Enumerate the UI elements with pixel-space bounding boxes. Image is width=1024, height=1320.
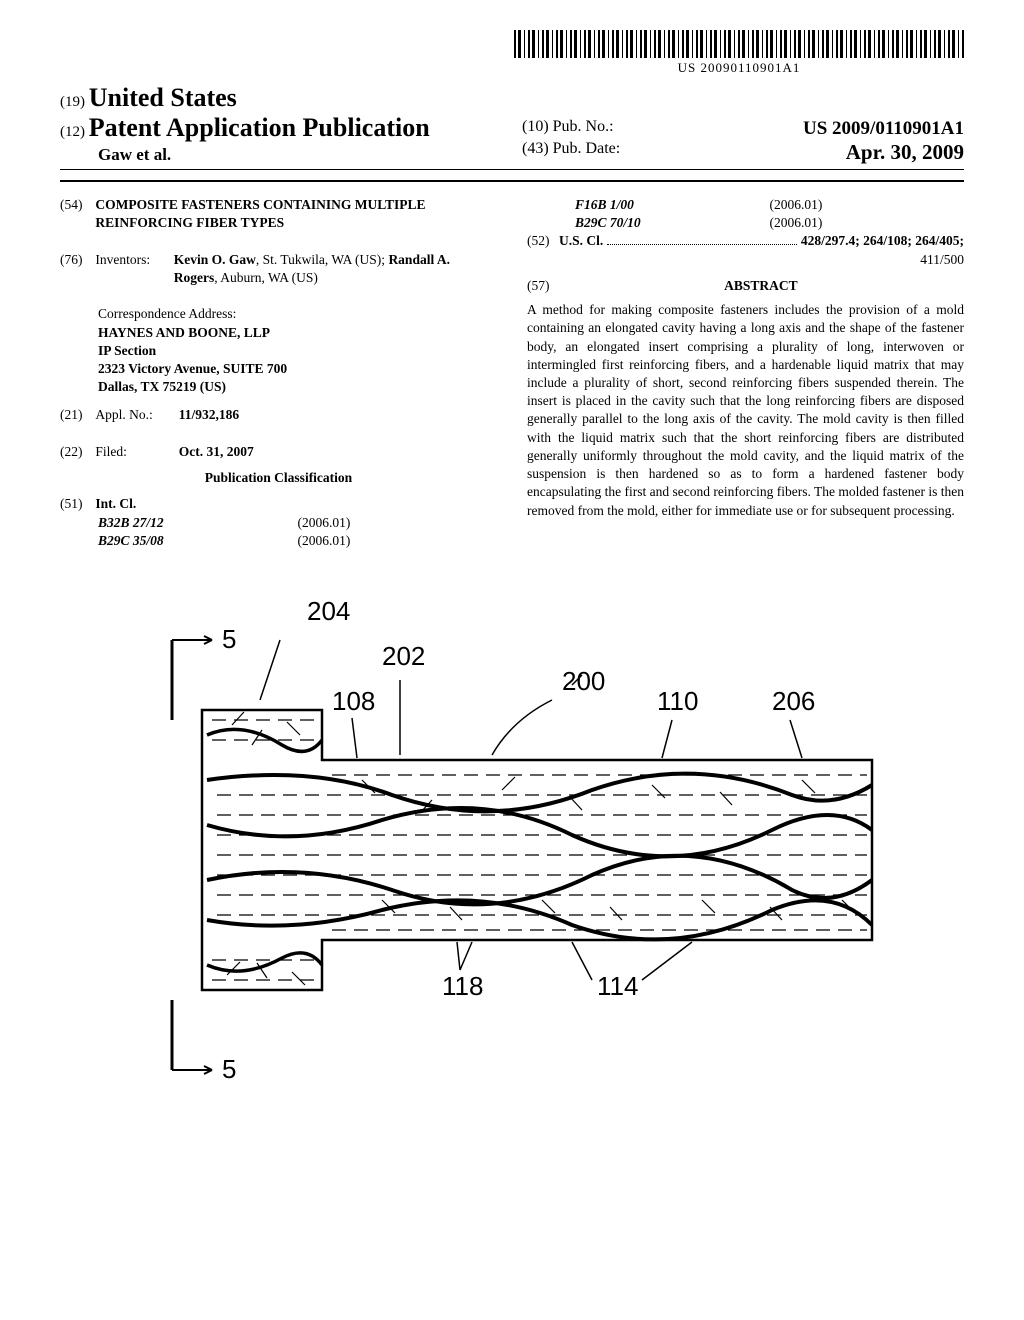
filed-code: (22) — [60, 443, 92, 461]
int-cl-cls-2: F16B 1/00 — [575, 196, 770, 214]
doc-line: (12) Patent Application Publication — [60, 113, 502, 143]
pub-no-label: Pub. No.: — [553, 118, 614, 135]
header-left: (19) United States (12) Patent Applicati… — [60, 83, 502, 165]
us-cl-block: (52) U.S. Cl. 428/297.4; 264/108; 264/40… — [527, 232, 964, 250]
int-cl-row-2: F16B 1/00 (2006.01) — [575, 196, 964, 214]
inventor-1-rest: , St. Tukwila, WA (US); — [256, 252, 389, 267]
fig-label-5a: 5 — [222, 624, 236, 654]
filed-block: (22) Filed: Oct. 31, 2007 — [60, 443, 497, 461]
inventor-header-name: Gaw et al. — [98, 145, 171, 165]
us-cl-code: (52) — [527, 232, 559, 250]
correspondence-line2: IP Section — [98, 342, 497, 360]
pub-date-left: (43) Pub. Date: — [522, 140, 620, 165]
pub-date-label: Pub. Date: — [553, 140, 621, 157]
right-column: F16B 1/00 (2006.01) B29C 70/10 (2006.01)… — [527, 196, 964, 550]
columns: (54) COMPOSITE FASTENERS CONTAINING MULT… — [60, 196, 964, 550]
abstract-code: (57) — [527, 277, 559, 295]
int-cl-ver-1: (2006.01) — [298, 532, 498, 550]
int-cl-label: Int. Cl. — [95, 496, 136, 511]
country-line: (19) United States — [60, 83, 502, 113]
barcode-text: US 20090110901A1 — [514, 60, 964, 76]
fig-label-110: 110 — [657, 686, 698, 716]
barcode-stripes — [514, 30, 964, 58]
appl-value: 11/932,186 — [179, 407, 239, 422]
country-name: United States — [89, 83, 237, 112]
pub-date-line: (43) Pub. Date: Apr. 30, 2009 — [522, 140, 964, 165]
pub-class-heading: Publication Classification — [60, 469, 497, 487]
filed-value: Oct. 31, 2007 — [179, 444, 254, 459]
pub-no-value: US 2009/0110901A1 — [803, 118, 964, 140]
fig-label-204: 204 — [307, 596, 350, 626]
inventors-names: Kevin O. Gaw, St. Tukwila, WA (US); Rand… — [174, 251, 486, 287]
abstract-label: ABSTRACT — [562, 277, 959, 295]
inventor-header-line: Gaw et al. — [60, 145, 502, 165]
pub-no-left: (10) Pub. No.: — [522, 118, 614, 140]
appl-label: Appl. No.: — [95, 406, 175, 424]
title-code: (54) — [60, 196, 92, 214]
us-cl-label: U.S. Cl. — [559, 232, 603, 250]
pub-no-code: (10) — [522, 118, 549, 135]
correspondence-line1: HAYNES AND BOONE, LLP — [98, 324, 497, 342]
fig-label-206: 206 — [772, 686, 815, 716]
filed-label: Filed: — [95, 443, 175, 461]
inventors-label: Inventors: — [95, 251, 170, 269]
int-cl-row-1: B29C 35/08 (2006.01) — [98, 532, 497, 550]
int-cl-cls-3: B29C 70/10 — [575, 214, 770, 232]
doc-code: (12) — [60, 124, 85, 140]
fig-label-5b: 5 — [222, 1054, 236, 1084]
appl-block: (21) Appl. No.: 11/932,186 — [60, 406, 497, 424]
pub-date-value: Apr. 30, 2009 — [846, 140, 964, 165]
abstract-text: A method for making composite fasteners … — [527, 301, 964, 520]
int-cl-row-0: B32B 27/12 (2006.01) — [98, 514, 497, 532]
fig-label-114: 114 — [597, 971, 638, 1001]
int-cl-row-3: B29C 70/10 (2006.01) — [575, 214, 964, 232]
us-cl-value-line2: 411/500 — [527, 251, 964, 269]
header-row: (19) United States (12) Patent Applicati… — [60, 83, 964, 165]
figure-area: 5 5 204 202 108 200 110 206 118 114 — [60, 580, 964, 1105]
abstract-head: (57) ABSTRACT — [527, 277, 964, 295]
appl-code: (21) — [60, 406, 92, 424]
divider-top-thick — [60, 180, 964, 182]
correspondence-block: Correspondence Address: HAYNES AND BOONE… — [98, 305, 497, 396]
inventors-code: (76) — [60, 251, 92, 269]
inventors-block: (76) Inventors: Kevin O. Gaw, St. Tukwil… — [60, 251, 497, 287]
title-text: COMPOSITE FASTENERS CONTAINING MULTIPLE … — [95, 196, 492, 232]
barcode-area: US 20090110901A1 — [60, 30, 964, 77]
int-cl-cls-0: B32B 27/12 — [98, 514, 298, 532]
us-cl-value-line1: 428/297.4; 264/108; 264/405; — [801, 232, 964, 250]
int-cl-ver-2: (2006.01) — [770, 196, 965, 214]
barcode: US 20090110901A1 — [514, 30, 964, 76]
correspondence-label: Correspondence Address: — [98, 305, 497, 323]
figure-svg: 5 5 204 202 108 200 110 206 118 114 — [132, 580, 892, 1100]
pub-date-code: (43) — [522, 140, 549, 157]
title-block: (54) COMPOSITE FASTENERS CONTAINING MULT… — [60, 196, 497, 232]
fig-label-108: 108 — [332, 686, 375, 716]
pub-no-line: (10) Pub. No.: US 2009/0110901A1 — [522, 118, 964, 140]
correspondence-line4: Dallas, TX 75219 (US) — [98, 378, 497, 396]
country-code: (19) — [60, 94, 85, 110]
int-cl-block: (51) Int. Cl. — [60, 495, 497, 513]
divider-top-thin — [60, 169, 964, 170]
inventor-1-bold: Kevin O. Gaw — [174, 252, 256, 267]
doc-title: Patent Application Publication — [89, 113, 430, 142]
left-column: (54) COMPOSITE FASTENERS CONTAINING MULT… — [60, 196, 497, 550]
int-cl-ver-3: (2006.01) — [770, 214, 965, 232]
correspondence-line3: 2323 Victory Avenue, SUITE 700 — [98, 360, 497, 378]
us-cl-dots — [607, 234, 797, 245]
header-right: (10) Pub. No.: US 2009/0110901A1 (43) Pu… — [502, 90, 964, 165]
int-cl-code: (51) — [60, 495, 92, 513]
int-cl-ver-0: (2006.01) — [298, 514, 498, 532]
fig-label-118: 118 — [442, 971, 483, 1001]
int-cl-cls-1: B29C 35/08 — [98, 532, 298, 550]
fig-label-200: 200 — [562, 666, 605, 696]
inventor-2-rest: , Auburn, WA (US) — [214, 270, 318, 285]
fig-label-202: 202 — [382, 641, 425, 671]
